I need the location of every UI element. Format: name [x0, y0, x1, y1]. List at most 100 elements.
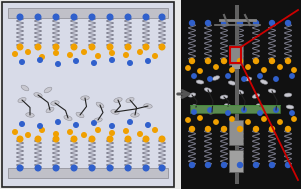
Circle shape	[253, 126, 259, 132]
Circle shape	[89, 44, 95, 50]
Circle shape	[92, 61, 96, 65]
Circle shape	[278, 65, 282, 69]
Circle shape	[269, 20, 275, 26]
Ellipse shape	[18, 98, 26, 102]
Circle shape	[54, 51, 58, 55]
Circle shape	[214, 65, 218, 69]
Circle shape	[222, 20, 226, 26]
Circle shape	[190, 126, 194, 132]
Circle shape	[274, 77, 278, 81]
Circle shape	[286, 163, 290, 167]
Circle shape	[146, 123, 150, 127]
Circle shape	[35, 44, 41, 50]
Ellipse shape	[188, 93, 196, 97]
Circle shape	[226, 111, 230, 115]
Circle shape	[110, 58, 114, 62]
Bar	[185, 165, 295, 174]
Circle shape	[143, 14, 149, 20]
Circle shape	[17, 165, 23, 171]
Circle shape	[246, 120, 250, 124]
Circle shape	[222, 126, 226, 132]
Circle shape	[13, 52, 17, 56]
Bar	[229, 150, 243, 172]
Circle shape	[286, 59, 290, 64]
Ellipse shape	[228, 81, 236, 85]
Ellipse shape	[204, 88, 212, 92]
Circle shape	[96, 54, 100, 58]
Circle shape	[262, 117, 266, 121]
Circle shape	[40, 55, 44, 59]
Circle shape	[206, 126, 210, 132]
Circle shape	[128, 61, 132, 65]
Ellipse shape	[76, 112, 84, 118]
Circle shape	[153, 54, 157, 58]
Circle shape	[89, 136, 95, 142]
Ellipse shape	[272, 108, 280, 112]
Ellipse shape	[44, 87, 52, 93]
Circle shape	[143, 44, 149, 50]
Bar	[190, 105, 280, 113]
Circle shape	[82, 50, 86, 54]
Circle shape	[269, 59, 275, 64]
Circle shape	[226, 74, 230, 78]
Circle shape	[222, 163, 226, 167]
Ellipse shape	[26, 113, 34, 117]
Circle shape	[35, 14, 41, 20]
Circle shape	[40, 128, 44, 132]
Circle shape	[192, 110, 196, 114]
Ellipse shape	[111, 110, 119, 114]
Ellipse shape	[46, 107, 54, 113]
Circle shape	[128, 120, 132, 124]
Ellipse shape	[260, 80, 268, 84]
Bar	[8, 168, 168, 178]
Circle shape	[237, 163, 243, 167]
Circle shape	[159, 165, 165, 171]
Bar	[230, 47, 241, 63]
Circle shape	[292, 68, 296, 72]
Circle shape	[13, 130, 17, 134]
Circle shape	[74, 59, 78, 63]
Circle shape	[125, 44, 131, 50]
Circle shape	[269, 126, 275, 132]
Circle shape	[107, 14, 113, 20]
Ellipse shape	[64, 115, 72, 120]
Circle shape	[206, 59, 210, 64]
Circle shape	[230, 68, 234, 72]
Ellipse shape	[240, 108, 248, 112]
Circle shape	[237, 126, 243, 132]
Circle shape	[125, 14, 131, 20]
Circle shape	[35, 136, 41, 142]
Circle shape	[138, 132, 142, 136]
Circle shape	[56, 120, 60, 124]
Bar	[229, 45, 243, 65]
Circle shape	[246, 65, 250, 69]
Ellipse shape	[224, 104, 232, 108]
Circle shape	[269, 163, 275, 167]
Circle shape	[110, 131, 114, 135]
Ellipse shape	[96, 102, 104, 108]
Circle shape	[143, 165, 149, 171]
Circle shape	[253, 59, 259, 64]
Circle shape	[186, 66, 190, 70]
Circle shape	[17, 14, 23, 20]
Circle shape	[89, 165, 95, 171]
Circle shape	[53, 136, 59, 142]
Circle shape	[186, 118, 190, 122]
Circle shape	[125, 165, 131, 171]
Ellipse shape	[268, 89, 276, 93]
Circle shape	[208, 108, 212, 112]
Circle shape	[138, 50, 142, 54]
Circle shape	[278, 120, 282, 124]
Circle shape	[20, 60, 24, 64]
Circle shape	[159, 14, 165, 20]
Ellipse shape	[81, 96, 89, 100]
Circle shape	[214, 120, 218, 124]
Circle shape	[125, 136, 131, 142]
Circle shape	[35, 165, 41, 171]
Circle shape	[68, 53, 72, 57]
Circle shape	[54, 132, 58, 136]
Circle shape	[53, 14, 59, 20]
Ellipse shape	[286, 105, 294, 109]
Circle shape	[242, 77, 246, 81]
Ellipse shape	[244, 77, 252, 81]
